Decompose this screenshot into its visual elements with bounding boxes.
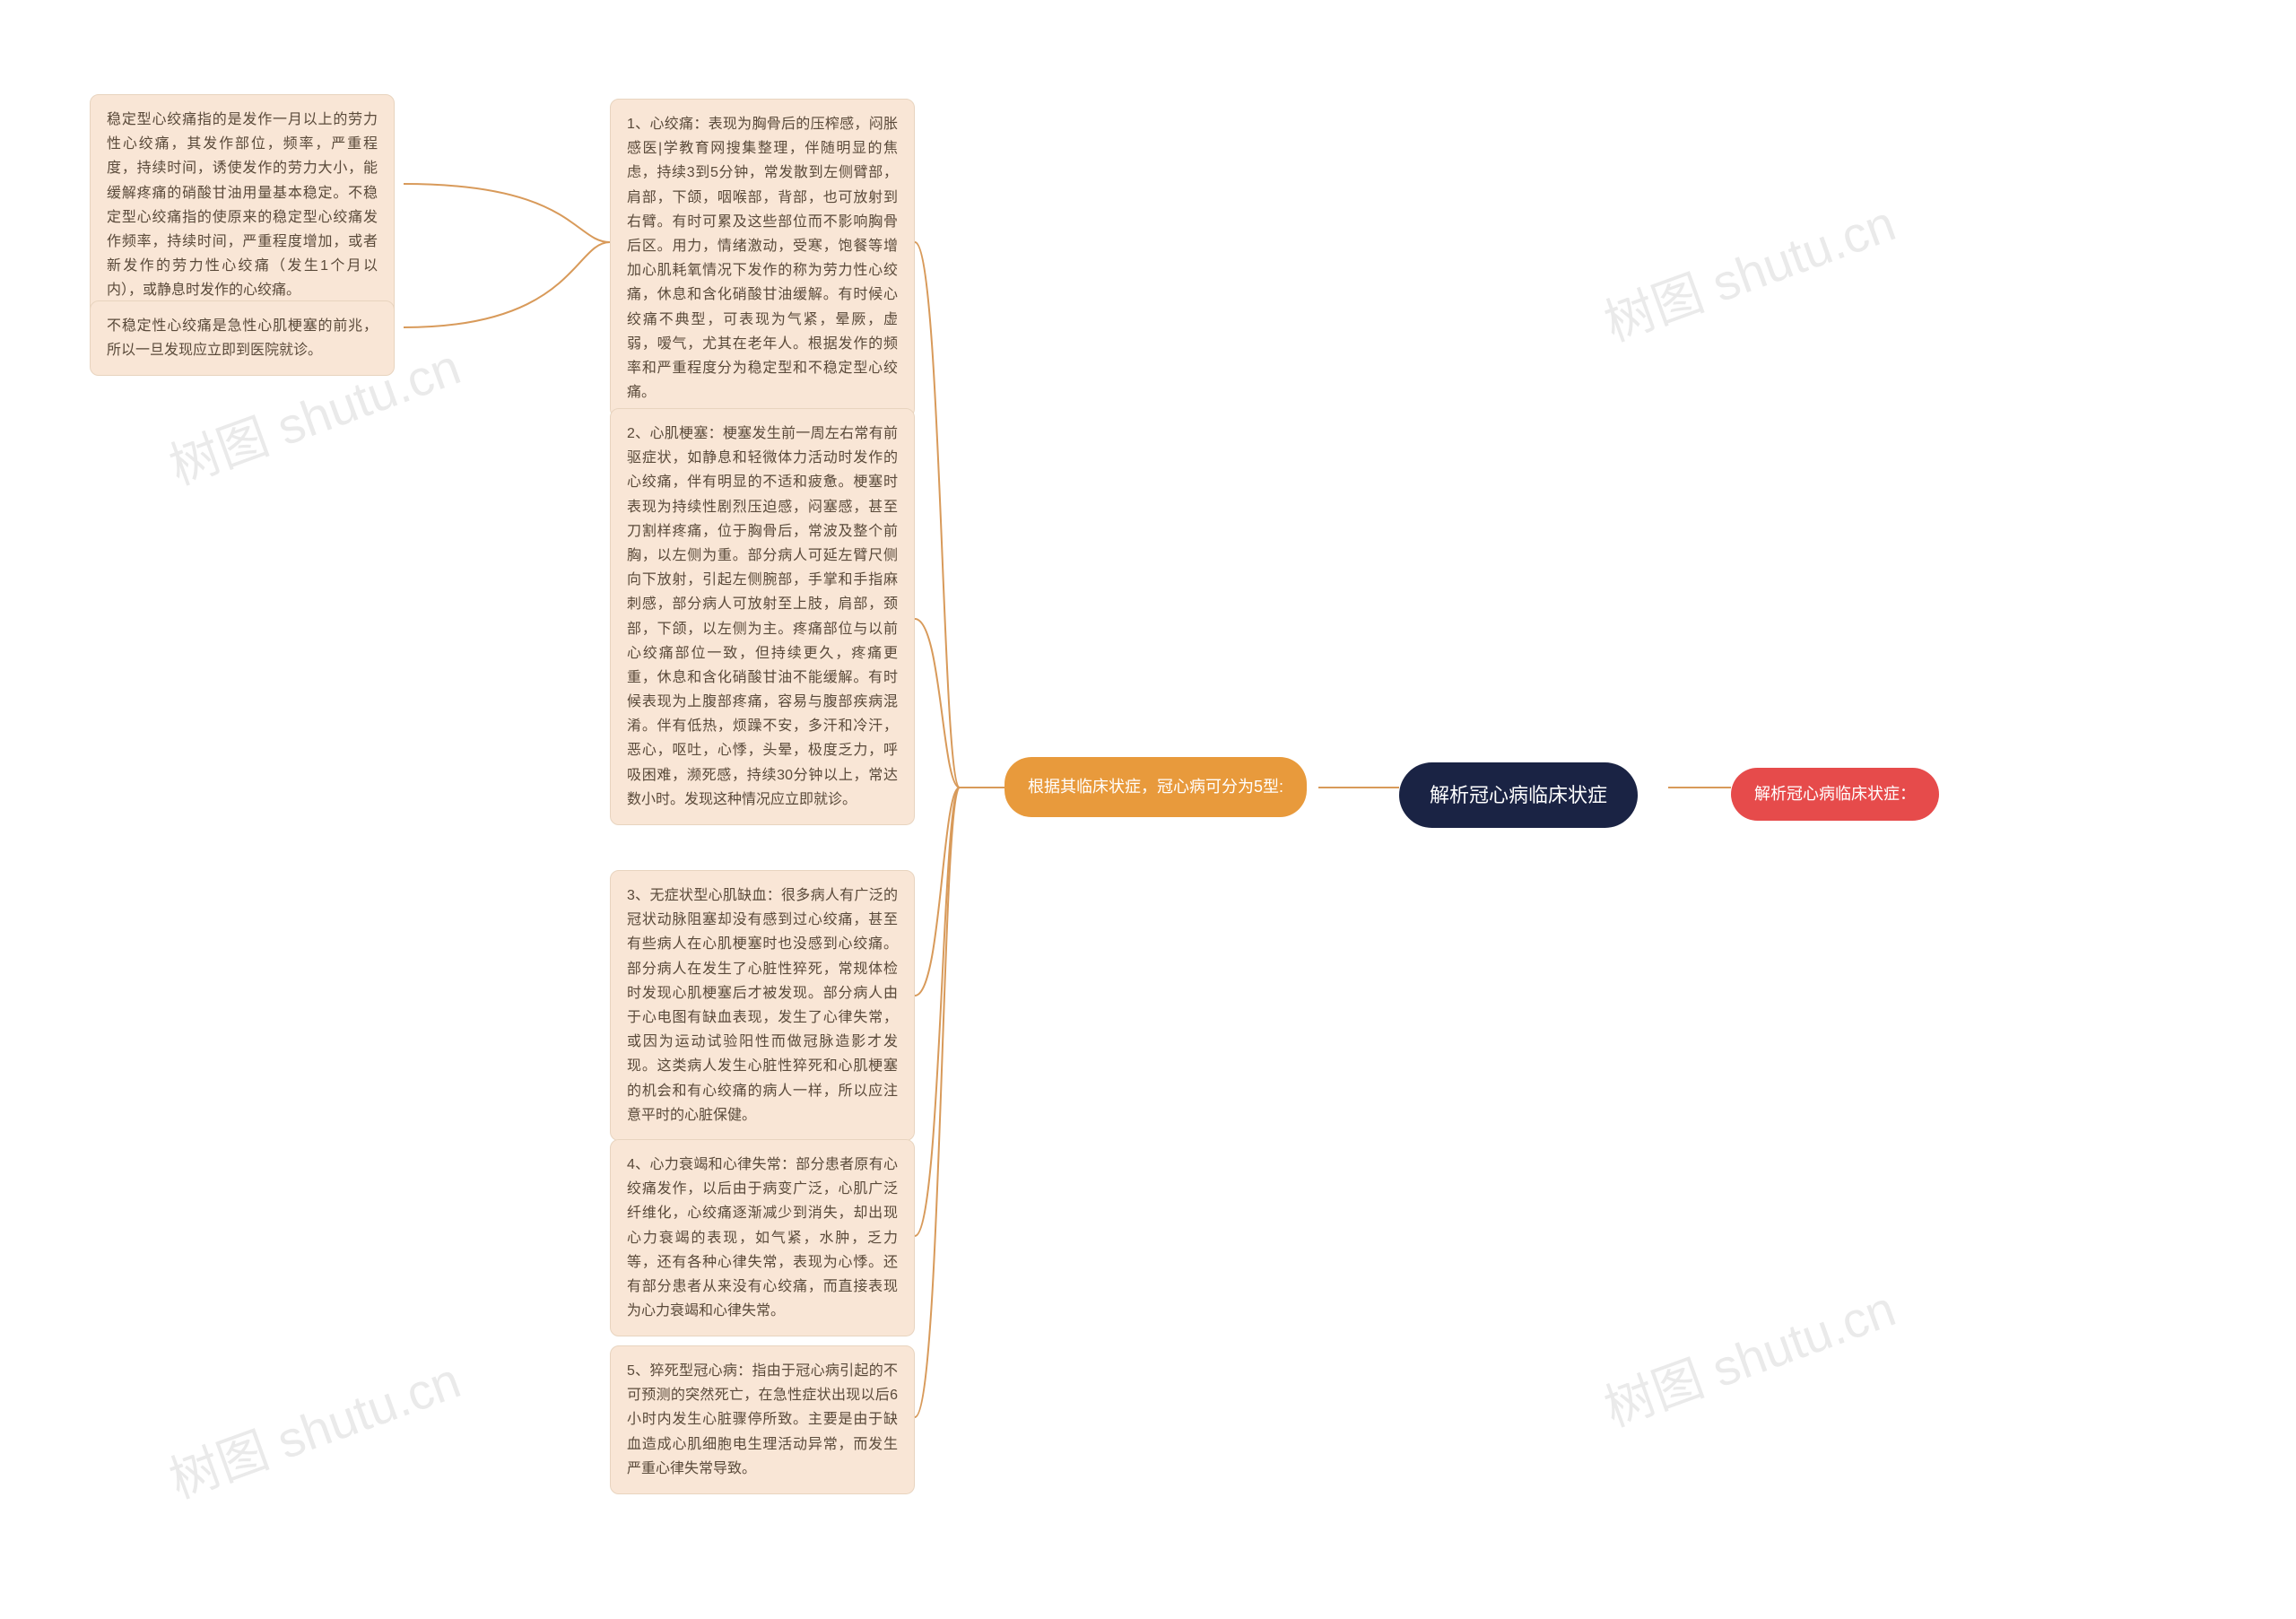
root-node[interactable]: 解析冠心病临床状症 [1399,762,1638,828]
watermark: 树图 shutu.cn [1593,183,1904,355]
type-node-4[interactable]: 4、心力衰竭和心律失常：部分患者原有心绞痛发作，以后由于病变广泛，心肌广泛纤维化… [610,1139,915,1336]
type-node-3[interactable]: 3、无症状型心肌缺血：很多病人有广泛的冠状动脉阻塞却没有感到过心绞痛，甚至有些病… [610,870,915,1141]
orange-label: 根据其临床状症，冠心病可分为5型: [1028,778,1283,796]
red-label: 解析冠心病临床状症： [1754,785,1916,803]
leaf-node-2[interactable]: 不稳定性心绞痛是急性心肌梗塞的前兆，所以一旦发现应立即到医院就诊。 [90,300,395,376]
type-node-1[interactable]: 1、心绞痛：表现为胸骨后的压榨感，闷胀感医|学教育网搜集整理，伴随明显的焦虑，持… [610,99,915,418]
watermark: 树图 shutu.cn [158,1340,469,1512]
root-label: 解析冠心病临床状症 [1430,784,1607,806]
orange-node[interactable]: 根据其临床状症，冠心病可分为5型: [1004,757,1307,817]
red-node[interactable]: 解析冠心病临床状症： [1731,768,1939,821]
watermark: 树图 shutu.cn [1593,1268,1904,1441]
leaf-node-1[interactable]: 稳定型心绞痛指的是发作一月以上的劳力性心绞痛，其发作部位，频率，严重程度，持续时… [90,94,395,317]
type-node-5[interactable]: 5、猝死型冠心病：指由于冠心病引起的不可预测的突然死亡，在急性症状出现以后6小时… [610,1345,915,1494]
type-node-2[interactable]: 2、心肌梗塞：梗塞发生前一周左右常有前驱症状，如静息和轻微体力活动时发作的心绞痛… [610,408,915,825]
